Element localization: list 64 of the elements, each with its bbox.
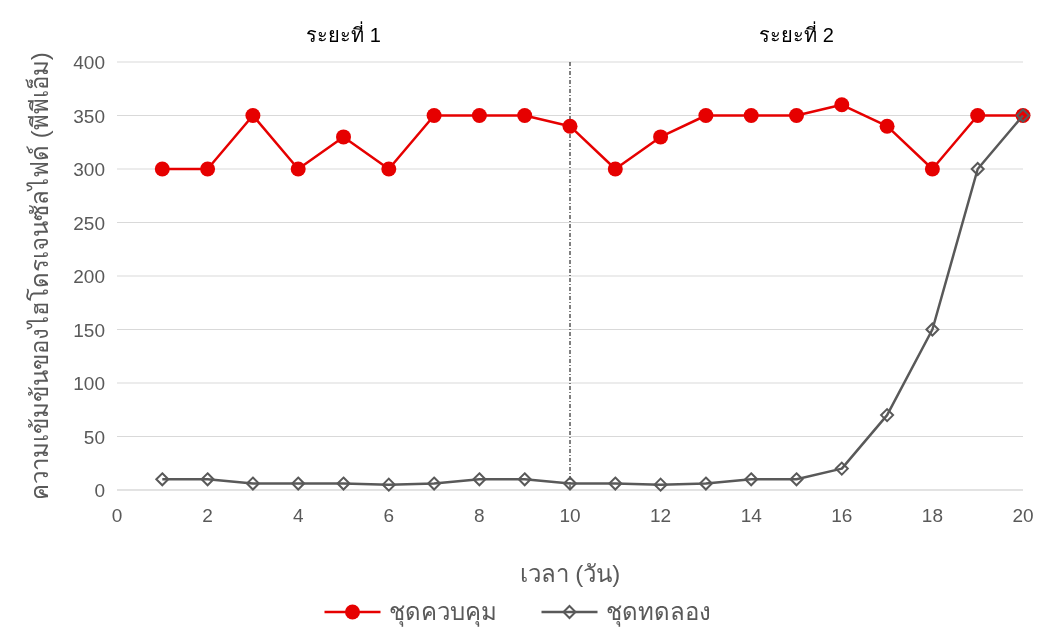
point	[426, 108, 442, 123]
y-tick-label: 300	[73, 159, 105, 180]
y-tick-label: 350	[73, 105, 105, 127]
y-tick-label: 50	[83, 426, 105, 448]
point	[880, 408, 895, 423]
point	[245, 108, 261, 123]
y-tick-label: 200	[73, 266, 105, 287]
point	[290, 161, 306, 177]
x-tick-label: 12	[650, 505, 672, 526]
point	[336, 476, 351, 491]
point	[970, 108, 986, 123]
point	[744, 472, 759, 487]
point	[607, 161, 623, 177]
x-tick-label: 14	[740, 505, 763, 526]
point	[154, 161, 170, 177]
point	[789, 472, 804, 487]
point	[608, 476, 623, 491]
x-tick-label: 20	[1012, 505, 1034, 526]
point	[427, 476, 442, 491]
point	[245, 476, 260, 491]
point	[200, 161, 216, 177]
point	[381, 161, 397, 177]
x-tick-label: 18	[921, 505, 943, 526]
point	[517, 108, 533, 123]
point	[200, 472, 215, 487]
point	[925, 322, 940, 337]
x-tick-label: 6	[383, 505, 395, 526]
point	[517, 472, 532, 487]
point	[155, 472, 170, 487]
point	[970, 162, 985, 176]
point	[924, 161, 940, 177]
point	[336, 129, 351, 145]
x-tick-label: 10	[559, 505, 581, 526]
y-tick-label: 0	[94, 480, 105, 501]
point	[381, 477, 396, 492]
point	[653, 477, 668, 492]
text: ระยะที่ 2	[759, 21, 834, 46]
legend-label: ชุดทดลอง	[605, 598, 711, 627]
point	[291, 476, 306, 491]
legend-label: ชุดควบคุม	[388, 598, 497, 627]
point	[562, 118, 578, 134]
point	[698, 108, 714, 123]
point	[471, 108, 487, 123]
y-axis-title: ความเข้มข้นของไฮโดรเจนซัลไฟด์ (พีพีเอ็ม)	[25, 52, 53, 500]
y-tick-label: 250	[73, 212, 105, 234]
x-tick-label: 16	[831, 505, 853, 526]
point	[743, 108, 759, 123]
text: ระยะที่ 1	[306, 21, 381, 46]
point	[879, 118, 895, 134]
point	[789, 108, 804, 123]
point	[563, 476, 577, 491]
x-tick-label: 0	[111, 505, 123, 526]
y-tick-label: 400	[73, 52, 105, 73]
point	[472, 472, 487, 487]
point	[834, 97, 850, 113]
x-tick-label: 2	[202, 505, 213, 526]
y-tick-label: 150	[73, 319, 105, 341]
y-tick-label: 100	[73, 373, 105, 394]
x-axis-title: เวลา (วัน)	[519, 560, 621, 587]
point	[698, 476, 713, 491]
x-tick-label: 8	[474, 505, 485, 526]
x-tick-label: 4	[292, 505, 304, 526]
point	[834, 461, 849, 476]
point	[653, 129, 669, 145]
